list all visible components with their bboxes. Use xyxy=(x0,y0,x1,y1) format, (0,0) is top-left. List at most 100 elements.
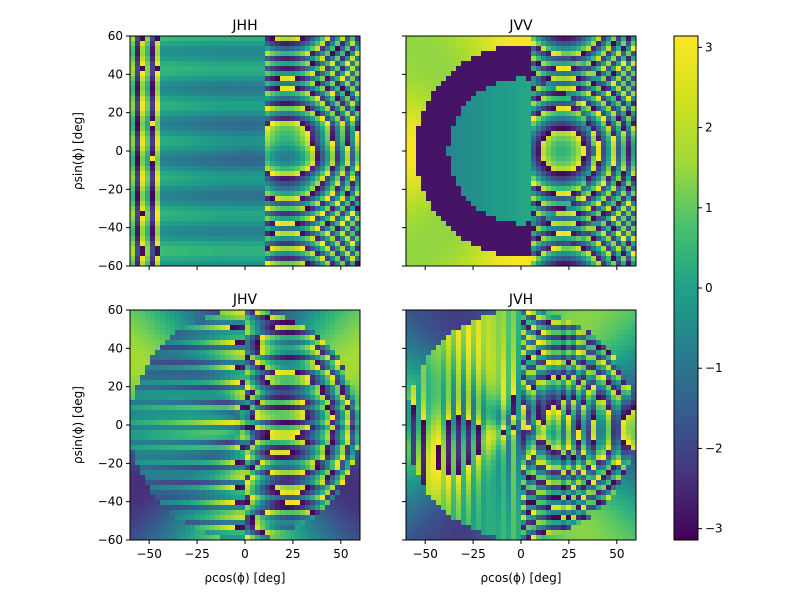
heatmap-cell xyxy=(436,141,442,147)
heatmap-cell xyxy=(556,251,562,257)
heatmap-cell xyxy=(481,51,487,57)
heatmap-cell xyxy=(551,191,557,197)
heatmap-cell xyxy=(230,171,236,177)
heatmap-cell xyxy=(190,166,196,172)
heatmap-cell xyxy=(441,71,447,77)
heatmap-cell xyxy=(180,76,186,82)
heatmap-cell xyxy=(310,201,316,207)
heatmap-cell xyxy=(300,111,306,117)
heatmap-cell xyxy=(190,121,196,127)
heatmap-cell xyxy=(130,81,136,87)
heatmap-cell xyxy=(275,151,281,157)
heatmap-cell xyxy=(185,86,191,92)
heatmap-cell xyxy=(556,151,562,157)
heatmap-cell xyxy=(320,96,326,102)
heatmap-cell xyxy=(446,51,452,57)
heatmap-cell xyxy=(466,61,472,67)
heatmap-cell xyxy=(290,211,296,217)
heatmap-cell xyxy=(431,261,437,267)
heatmap-cell xyxy=(551,36,557,42)
heatmap-cell xyxy=(150,400,156,406)
heatmap-cell xyxy=(305,206,311,212)
heatmap-cell xyxy=(501,161,507,167)
heatmap-cell xyxy=(295,131,301,137)
heatmap-cell xyxy=(566,226,572,232)
heatmap-cell xyxy=(571,146,577,152)
heatmap-cell xyxy=(245,116,251,122)
heatmap-cell xyxy=(511,106,517,112)
heatmap-cell xyxy=(145,71,151,77)
heatmap-cell xyxy=(185,390,191,396)
heatmap-cell xyxy=(340,101,346,107)
heatmap-cell xyxy=(305,111,311,117)
heatmap-cell xyxy=(290,251,296,257)
heatmap-cell xyxy=(195,515,201,521)
heatmap-cell xyxy=(546,126,552,132)
heatmap-cell xyxy=(210,111,216,117)
heatmap-cell xyxy=(215,211,221,217)
heatmap-cell xyxy=(315,106,321,112)
heatmap-cell xyxy=(531,96,537,102)
heatmap-cell xyxy=(441,96,447,102)
heatmap-cell xyxy=(200,465,206,471)
heatmap-cell xyxy=(591,131,597,137)
heatmap-cell xyxy=(335,241,341,247)
heatmap-cell xyxy=(135,390,141,396)
heatmap-cell xyxy=(200,56,206,62)
heatmap-cell xyxy=(516,186,522,192)
heatmap-cell xyxy=(345,111,351,117)
heatmap-cell xyxy=(245,46,251,52)
heatmap-cell xyxy=(631,96,637,102)
heatmap-cell xyxy=(205,345,211,351)
heatmap-cell xyxy=(546,201,552,207)
heatmap-cell xyxy=(325,256,331,262)
heatmap-cell xyxy=(190,216,196,222)
heatmap-cell xyxy=(561,196,567,202)
heatmap-cell xyxy=(556,71,562,77)
x-axis-jvv xyxy=(424,266,618,270)
heatmap-cell xyxy=(350,101,356,107)
heatmap-cell xyxy=(451,141,457,147)
heatmap-cell xyxy=(170,455,176,461)
heatmap-cell xyxy=(205,400,211,406)
heatmap-cell xyxy=(501,66,507,72)
heatmap-cell xyxy=(150,315,156,321)
heatmap-cell xyxy=(300,71,306,77)
heatmap-cell xyxy=(140,146,146,152)
heatmap-cell xyxy=(215,81,221,87)
heatmap-cell xyxy=(355,201,361,207)
heatmap-cell xyxy=(350,191,356,197)
heatmap-cell xyxy=(631,76,637,82)
heatmap-cell xyxy=(160,226,166,232)
heatmap-cell xyxy=(150,241,156,247)
heatmap-cell xyxy=(175,41,181,47)
heatmap-cell xyxy=(340,156,346,162)
heatmap-cell xyxy=(616,96,622,102)
heatmap-cell xyxy=(611,226,617,232)
heatmap-cell xyxy=(501,36,507,42)
heatmap-cell xyxy=(260,181,266,187)
heatmap-cell xyxy=(345,211,351,217)
heatmap-cell xyxy=(350,241,356,247)
heatmap-cell xyxy=(556,51,562,57)
heatmap-cell xyxy=(441,51,447,57)
heatmap-cell xyxy=(576,96,582,102)
heatmap-cell xyxy=(195,535,201,541)
heatmap-cell xyxy=(180,151,186,157)
heatmap-cell xyxy=(536,216,542,222)
heatmap-cell xyxy=(441,171,447,177)
heatmap-cell xyxy=(245,36,251,42)
heatmap-cell xyxy=(476,216,482,222)
heatmap-cell xyxy=(175,241,181,247)
heatmap-cell xyxy=(526,151,532,157)
heatmap-cell xyxy=(606,71,612,77)
heatmap-cell xyxy=(180,355,186,361)
heatmap-cell xyxy=(205,166,211,172)
heatmap-cell xyxy=(426,176,432,182)
heatmap-jhv xyxy=(130,310,361,541)
heatmap-cell xyxy=(150,530,156,536)
heatmap-cell xyxy=(406,206,412,212)
heatmap-cell xyxy=(451,51,457,57)
heatmap-cell xyxy=(581,151,587,157)
heatmap-cell xyxy=(601,46,607,52)
